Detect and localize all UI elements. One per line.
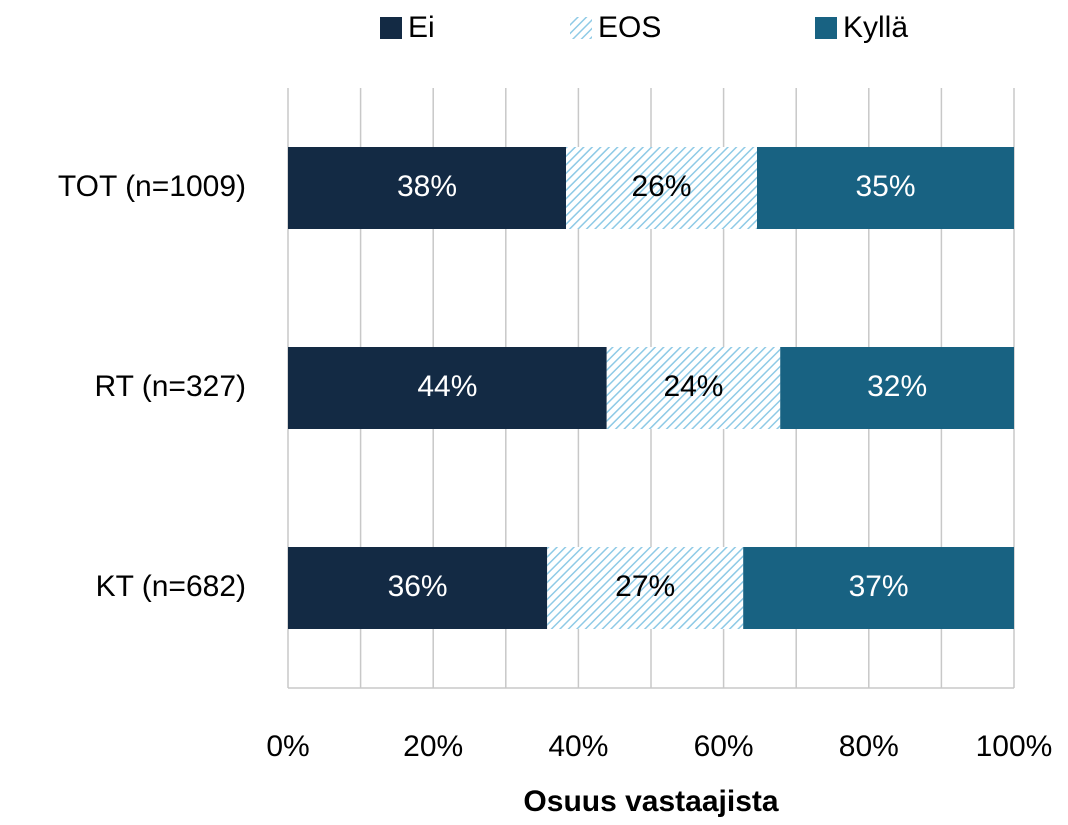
x-tick-label: 0%: [266, 730, 309, 763]
legend-label: EOS: [598, 11, 661, 44]
y-tick-label: RT (n=327): [95, 370, 246, 403]
bar-segment: [288, 347, 607, 429]
bar-segment: [547, 547, 744, 629]
bar-segment: [288, 547, 548, 629]
y-tick-label: KT (n=682): [96, 570, 246, 603]
data-label: 37%: [849, 570, 909, 603]
x-tick-label: 80%: [839, 730, 899, 763]
x-tick-label: 60%: [694, 730, 754, 763]
x-tick-label: 100%: [976, 730, 1053, 763]
x-axis-label: Osuus vastaajista: [523, 785, 778, 818]
data-label: 24%: [663, 370, 723, 403]
legend-swatch: [380, 17, 402, 39]
data-label: 38%: [397, 170, 457, 203]
bar-segment: [288, 147, 567, 229]
bar-segment: [780, 347, 1014, 429]
data-label: 35%: [855, 170, 915, 203]
legend-label: Ei: [408, 11, 435, 44]
x-tick-label: 20%: [403, 730, 463, 763]
legend-label: Kyllä: [843, 11, 908, 44]
data-label: 32%: [867, 370, 927, 403]
bar-segment: [756, 147, 1014, 229]
bar-segment: [566, 147, 757, 229]
data-label: 26%: [632, 170, 692, 203]
bar-segment: [606, 347, 781, 429]
data-label: 27%: [615, 570, 675, 603]
data-label: 36%: [388, 570, 448, 603]
legend-swatch: [570, 17, 592, 39]
bar-segment: [743, 547, 1014, 629]
data-label: 44%: [417, 370, 477, 403]
x-tick-label: 40%: [548, 730, 608, 763]
legend-swatch: [815, 17, 837, 39]
y-tick-label: TOT (n=1009): [58, 170, 246, 203]
